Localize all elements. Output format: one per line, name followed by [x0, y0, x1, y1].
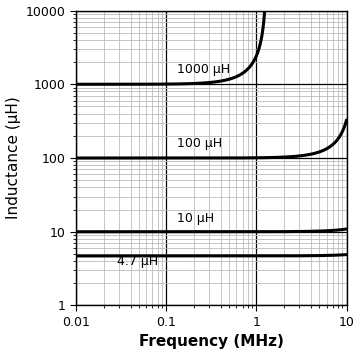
Text: 1000 μH: 1000 μH	[177, 63, 230, 76]
Text: 100 μH: 100 μH	[177, 137, 222, 151]
X-axis label: Frequency (MHz): Frequency (MHz)	[139, 334, 284, 349]
Y-axis label: Inductance (μH): Inductance (μH)	[5, 97, 21, 219]
Text: 10 μH: 10 μH	[177, 212, 214, 225]
Text: 4.7 μH: 4.7 μH	[117, 255, 158, 268]
